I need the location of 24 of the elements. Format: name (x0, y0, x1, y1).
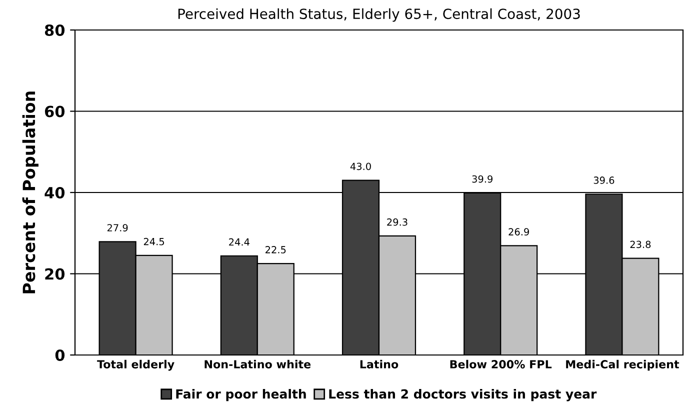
data-label: 39.9 (472, 175, 492, 183)
data-label: 24.5 (144, 238, 164, 246)
x-tick-label: Below 200% FPL (450, 360, 552, 368)
data-label: 24.4 (229, 238, 250, 246)
data-label: 27.9 (107, 224, 128, 232)
y-tick-label: 20 (45, 268, 65, 280)
data-label: 29.3 (387, 218, 408, 226)
chart-title: Perceived Health Status, Elderly 65+, Central Coast, 2003 (178, 8, 580, 22)
data-label: 22.5 (266, 246, 286, 254)
y-tick-label: 60 (44, 106, 65, 118)
data-label: 39.6 (594, 176, 614, 184)
x-tick-label: Medi-Cal recipient (566, 360, 680, 371)
y-tick-label: 40 (44, 186, 65, 199)
x-tick-label: Total elderly (97, 360, 174, 371)
x-tick-label: Latino (360, 360, 398, 368)
legend-label: Less than 2 doctors visits in past year (329, 389, 597, 402)
x-tick-label: Non-Latino white (204, 360, 311, 368)
data-label: 23.8 (630, 240, 651, 248)
y-axis-title: Percent of Population (22, 92, 38, 294)
data-label: 43.0 (350, 162, 371, 170)
legend-label: Fair or poor health (176, 389, 306, 402)
y-tick-label: 0 (55, 349, 65, 362)
y-tick-label: 80 (44, 24, 65, 36)
data-label: 26.9 (508, 228, 529, 236)
